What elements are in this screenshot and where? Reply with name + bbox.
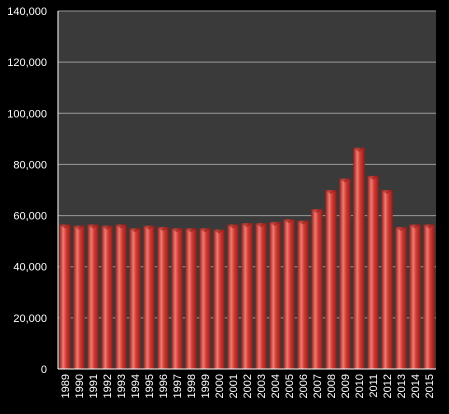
x-axis: 1989 1990 1991 1992 1993 1994 1995 1996 1997 1998… <box>60 374 436 398</box>
x-tick-label: 2007 <box>312 374 324 398</box>
bar-cap-1990 <box>73 225 85 230</box>
bar-cap-2015 <box>423 224 435 229</box>
y-tick-label: 100,000 <box>7 108 47 120</box>
bar-cap-1999 <box>199 228 211 233</box>
y-tick-label: 140,000 <box>7 6 47 18</box>
bar-cap-1991 <box>87 224 99 229</box>
bar-cap-2007 <box>311 209 323 214</box>
bar-1993 <box>115 224 127 369</box>
bar-2000 <box>213 229 225 369</box>
x-tick-label: 1995 <box>144 374 156 398</box>
bar-2015 <box>423 224 435 369</box>
bar-2012 <box>381 190 393 369</box>
bar-cap-1992 <box>101 225 113 230</box>
bar-cap-2002 <box>241 223 253 228</box>
bar-cap-1998 <box>185 228 197 233</box>
y-tick-label: 20,000 <box>13 313 47 325</box>
x-tick-label: 1996 <box>158 374 170 398</box>
bar-cap-2010 <box>353 147 365 152</box>
bar-2006 <box>297 220 309 369</box>
x-tick-label: 2010 <box>354 374 366 398</box>
x-tick-label: 2001 <box>228 374 240 398</box>
bar-2004 <box>269 221 281 369</box>
y-tick-label: 120,000 <box>7 57 47 69</box>
x-tick-label: 2008 <box>326 374 338 398</box>
bar-cap-1995 <box>143 225 155 230</box>
x-tick-label: 1999 <box>200 374 212 398</box>
x-tick-label: 2015 <box>424 374 436 398</box>
bar-2013 <box>395 227 407 369</box>
bar-2011 <box>367 175 379 369</box>
bar-cap-2006 <box>297 220 309 225</box>
bar-cap-2008 <box>325 190 337 194</box>
x-tick-label: 1991 <box>88 374 100 398</box>
bars <box>59 147 435 369</box>
y-tick-label: 40,000 <box>13 262 47 274</box>
bar-2001 <box>227 224 239 369</box>
y-tick-label: 0 <box>41 364 47 376</box>
x-tick-label: 2013 <box>396 374 408 398</box>
x-tick-label: 2011 <box>368 374 380 398</box>
bar-1994 <box>129 228 141 369</box>
bar-cap-2003 <box>255 223 267 228</box>
bar-1992 <box>101 225 113 369</box>
bar-2008 <box>325 190 337 369</box>
bar-cap-2014 <box>409 224 421 229</box>
x-tick-label: 1998 <box>186 374 198 398</box>
bar-2009 <box>339 178 351 369</box>
bar-cap-2012 <box>381 190 393 194</box>
bar-cap-1997 <box>171 228 183 233</box>
bar-2003 <box>255 223 267 369</box>
x-tick-label: 1992 <box>102 374 114 398</box>
bar-cap-1994 <box>129 228 141 233</box>
bar-cap-2000 <box>213 229 225 234</box>
x-tick-label: 1989 <box>60 374 72 398</box>
x-tick-label: 2000 <box>214 374 226 398</box>
x-tick-label: 2003 <box>256 374 268 398</box>
x-tick-label: 2005 <box>284 374 296 398</box>
bar-cap-2005 <box>283 219 295 224</box>
x-tick-label: 1990 <box>74 374 86 398</box>
bar-1991 <box>87 224 99 369</box>
x-tick-label: 2002 <box>242 374 254 398</box>
bar-2010 <box>353 147 365 369</box>
bar-2007 <box>311 209 323 369</box>
bar-1998 <box>185 228 197 369</box>
bar-1995 <box>143 225 155 369</box>
bar-cap-2009 <box>339 178 351 183</box>
bar-cap-2011 <box>367 175 379 180</box>
bar-1990 <box>73 225 85 369</box>
bar-1996 <box>157 227 169 369</box>
bar-2002 <box>241 223 253 369</box>
y-tick-label: 60,000 <box>13 211 47 223</box>
x-tick-label: 1993 <box>116 374 128 398</box>
x-tick-label: 2009 <box>340 374 352 398</box>
bar-cap-2001 <box>227 224 239 229</box>
bar-cap-1993 <box>115 224 127 229</box>
y-tick-label: 80,000 <box>13 159 47 171</box>
bar-1989 <box>59 224 71 369</box>
bar-2014 <box>409 224 421 369</box>
bar-cap-2004 <box>269 221 281 226</box>
bar-1997 <box>171 228 183 369</box>
x-tick-label: 1997 <box>172 374 184 398</box>
bar-cap-1989 <box>59 224 71 229</box>
x-tick-label: 1994 <box>130 374 142 398</box>
x-tick-label: 2014 <box>410 374 422 398</box>
x-tick-label: 2004 <box>270 374 282 398</box>
bar-2005 <box>283 219 295 369</box>
bar-1999 <box>199 228 211 369</box>
y-axis: 0 20,000 40,000 60,000 80,000 100,000 120,000 1… <box>7 6 436 376</box>
bar-cap-1996 <box>157 227 169 232</box>
x-tick-label: 2006 <box>298 374 310 398</box>
x-tick-label: 2012 <box>382 374 394 398</box>
bar-cap-2013 <box>395 227 407 232</box>
